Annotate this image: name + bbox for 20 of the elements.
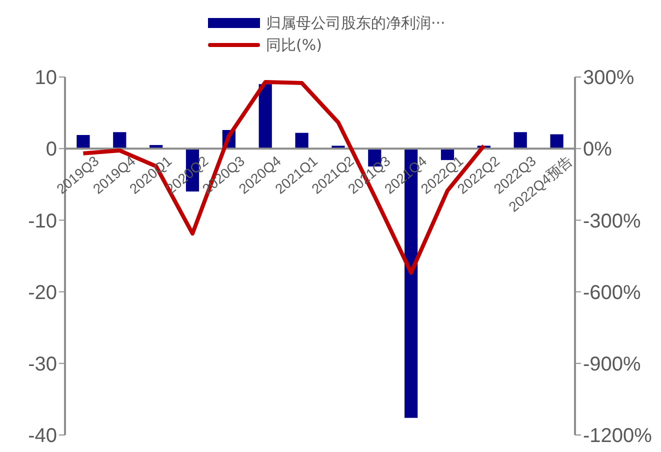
y-tick-label: 0 xyxy=(46,138,57,161)
legend-label: 归属母公司股东的净利润··· xyxy=(266,14,446,32)
y2-tick-label: -900% xyxy=(583,354,642,376)
y-tick-label: -30 xyxy=(28,354,57,376)
y2-tick-label: -1200% xyxy=(583,425,652,448)
bar xyxy=(550,134,564,149)
y2-tick-label: 300% xyxy=(583,67,634,90)
bar xyxy=(76,134,90,149)
legend-label: 同比(%) xyxy=(266,36,322,54)
y2-tick-label: -600% xyxy=(583,282,642,304)
y-tick-label: 10 xyxy=(34,67,57,90)
y2-tick-label: -300% xyxy=(583,210,642,232)
y2-tick-label: 0% xyxy=(583,138,612,161)
bar xyxy=(258,84,272,149)
bar xyxy=(295,132,308,149)
y-tick-label: -20 xyxy=(28,282,57,304)
y-tick-label: -10 xyxy=(28,210,57,232)
bar xyxy=(113,132,126,149)
bar xyxy=(514,132,527,149)
y-tick-label: -40 xyxy=(28,425,57,448)
